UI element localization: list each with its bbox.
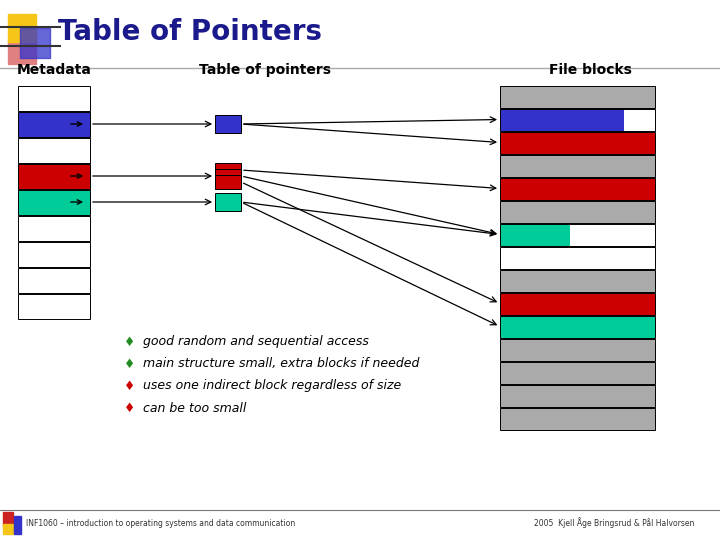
Bar [500,224,570,246]
Bar [215,193,241,211]
Bar [8,14,36,42]
Bar [500,109,655,131]
Bar [570,224,655,246]
Bar [500,339,655,361]
Text: ♦: ♦ [125,357,135,370]
Text: ♦: ♦ [125,335,135,348]
Text: ♦: ♦ [125,380,135,393]
Bar [20,28,50,58]
Bar [3,512,13,526]
Bar [3,524,13,534]
Bar [18,138,90,163]
Bar [18,86,90,111]
Bar [18,242,90,267]
Bar [624,109,655,131]
Text: Table of pointers: Table of pointers [199,63,331,77]
Text: ♦: ♦ [125,402,135,415]
Bar [18,268,90,293]
Text: uses one indirect block regardless of size: uses one indirect block regardless of si… [143,380,401,393]
Text: Metadata: Metadata [17,63,91,77]
Bar [8,40,36,64]
Bar [18,164,90,189]
Bar [18,294,90,319]
Text: INF1060 – introduction to operating systems and data communication: INF1060 – introduction to operating syst… [26,518,295,528]
Text: Table of Pointers: Table of Pointers [58,18,322,46]
Text: can be too small: can be too small [143,402,246,415]
Bar [500,155,655,177]
Bar [18,112,90,137]
Bar [500,86,655,108]
Text: good random and sequential access: good random and sequential access [143,335,369,348]
Text: main structure small, extra blocks if needed: main structure small, extra blocks if ne… [143,357,419,370]
Bar [500,132,655,154]
Bar [500,362,655,384]
Bar [14,516,21,534]
Bar [500,316,655,338]
Text: 2005  Kjell Åge Bringsrud & Pål Halvorsen: 2005 Kjell Åge Bringsrud & Pål Halvorsen [534,517,694,529]
Bar [500,224,655,246]
Text: File blocks: File blocks [549,63,631,77]
Bar [500,293,655,315]
Bar [500,178,655,200]
Bar [500,201,655,223]
Bar [18,216,90,241]
Bar [215,169,241,183]
Bar [215,175,241,189]
Bar [500,109,624,131]
Bar [215,163,241,177]
Bar [215,115,241,133]
Bar [500,385,655,407]
Bar [500,270,655,292]
Bar [500,408,655,430]
Bar [18,190,90,215]
Bar [500,247,655,269]
